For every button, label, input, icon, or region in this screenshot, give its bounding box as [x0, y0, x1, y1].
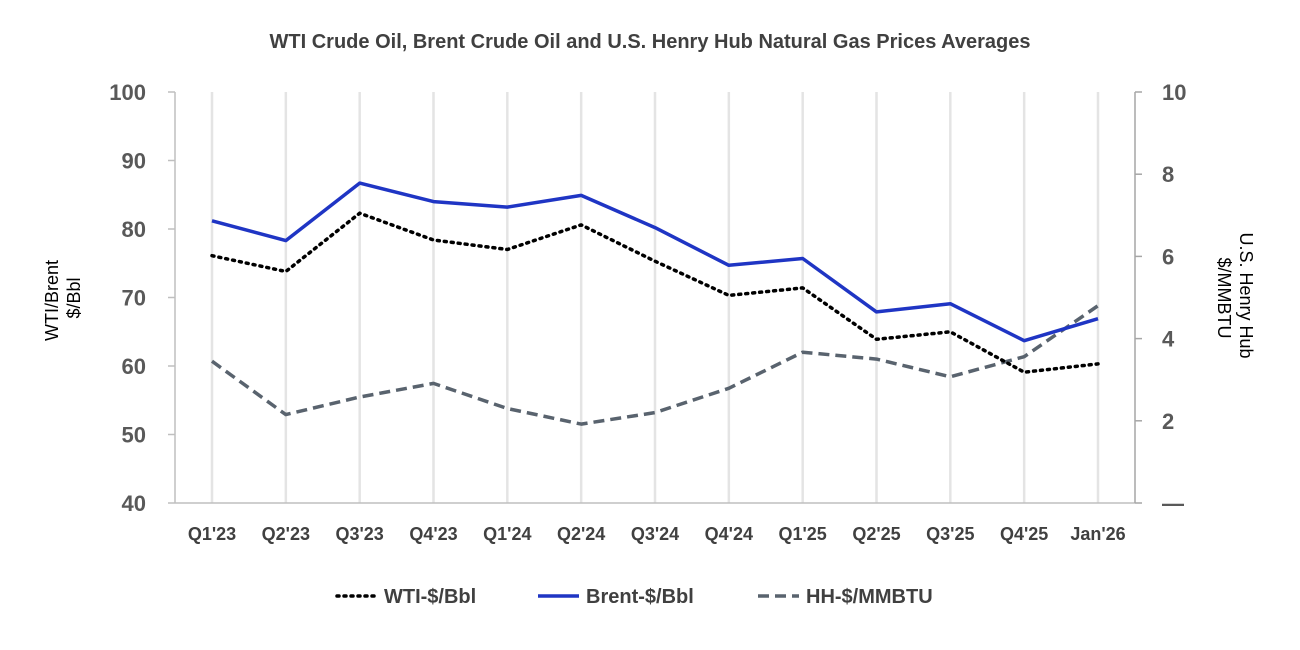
right-tick-label: —: [1162, 491, 1184, 516]
legend-label-hh: HH-$/MMBTU: [806, 586, 933, 608]
right-tick-label: 4: [1162, 327, 1175, 352]
chart-title: WTI Crude Oil, Brent Crude Oil and U.S. …: [270, 31, 1031, 53]
legend-item-wti: WTI-$/Bbl: [335, 586, 476, 608]
legend-label-wti: WTI-$/Bbl: [384, 586, 476, 608]
left-tick-label: 90: [122, 149, 146, 174]
right-axis-title: U.S. Henry Hub $/MMBTU: [1214, 232, 1256, 363]
gridlines: [210, 92, 1100, 503]
x-tick-label: Q2'24: [557, 524, 605, 544]
left-axis-title: WTI/Brent $/Bbl: [42, 255, 84, 341]
series-line-brent: [211, 181, 1099, 343]
x-tick-label: Q3'23: [336, 524, 384, 544]
right-axis-ticks: — 2 4 6 8 10: [1135, 80, 1186, 516]
legend-item-hh: HH-$/MMBTU: [758, 586, 933, 608]
left-tick-label: 40: [122, 491, 146, 516]
left-tick-label: 50: [122, 423, 146, 448]
right-tick-label: 2: [1162, 409, 1174, 434]
x-tick-label: Q1'24: [483, 524, 531, 544]
legend-label-brent: Brent-$/Bbl: [586, 586, 694, 608]
right-tick-label: 6: [1162, 244, 1174, 269]
x-tick-label: Q4'24: [705, 524, 753, 544]
left-tick-label: 80: [122, 217, 146, 242]
right-tick-label: 8: [1162, 162, 1174, 187]
x-tick-label: Jan'26: [1070, 524, 1125, 544]
left-axis-title-line-1: WTI/Brent: [42, 260, 62, 341]
series-line-wti: [210, 211, 1100, 374]
x-tick-label: Q2'25: [852, 524, 900, 544]
x-tick-label: Q1'25: [779, 524, 827, 544]
left-axis-ticks: 40 50 60 70 80 90 100: [109, 80, 175, 516]
left-tick-label: 70: [122, 286, 146, 311]
x-tick-label: Q1'23: [188, 524, 236, 544]
right-axis-title-line-1: U.S. Henry Hub: [1236, 232, 1256, 358]
x-tick-label: Q2'23: [262, 524, 310, 544]
left-tick-label: 60: [122, 354, 146, 379]
right-axis-title-line-2: $/MMBTU: [1214, 258, 1234, 339]
x-axis-ticks: Q1'23 Q2'23 Q3'23 Q4'23 Q1'24 Q2'24 Q3'24 Q4'24…: [188, 524, 1126, 544]
left-axis-title-line-2: $/Bbl: [64, 277, 84, 318]
legend: WTI-$/Bbl Brent-$/Bbl HH-$/MMBTU: [335, 586, 933, 608]
legend-item-brent: Brent-$/Bbl: [538, 586, 694, 608]
x-tick-label: Q3'24: [631, 524, 679, 544]
left-tick-label: 100: [109, 80, 146, 105]
x-tick-label: Q4'25: [1000, 524, 1048, 544]
series: [210, 181, 1100, 426]
x-tick-label: Q4'23: [409, 524, 457, 544]
x-tick-label: Q3'25: [926, 524, 974, 544]
right-tick-label: 10: [1162, 80, 1186, 105]
